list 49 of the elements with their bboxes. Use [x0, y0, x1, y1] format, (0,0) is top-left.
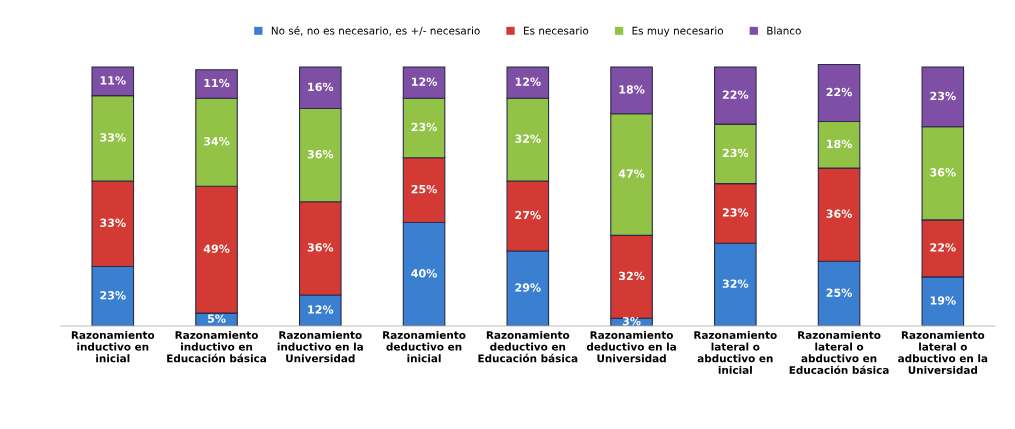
data-label: 11% — [100, 76, 126, 85]
x-tick-label: Razonamiento deductivo en inicial — [383, 330, 466, 363]
data-label: 18% — [827, 139, 853, 149]
data-label: 23% — [722, 148, 749, 158]
data-label: 12% — [412, 77, 437, 86]
legend-label: Es muy necesario — [632, 26, 724, 37]
data-label: 36% — [307, 243, 334, 252]
data-label: 22% — [826, 87, 853, 97]
data-label: 36% — [307, 149, 334, 159]
data-label: 23% — [722, 208, 749, 217]
data-label: 36% — [826, 209, 853, 218]
data-label: 11% — [204, 78, 230, 88]
x-tick-label: Razonamiento lateral o abductivo en inicial — [694, 330, 777, 374]
x-tick-label: Razonamiento inductivo en la Universidad — [277, 330, 363, 363]
data-label: 16% — [308, 82, 334, 92]
data-label: 18% — [619, 85, 645, 94]
x-tick-label: Razonamiento lateral o abductivo en Educación básica — [789, 330, 889, 374]
data-label: 23% — [100, 291, 126, 300]
data-label: 40% — [411, 269, 437, 278]
data-label: 25% — [411, 184, 437, 194]
data-label: 49% — [203, 244, 230, 253]
legend-label: Es necesario — [524, 26, 589, 35]
data-label: 23% — [930, 91, 956, 101]
data-label: 36% — [930, 168, 956, 177]
x-tick-label: Razonamiento inductivo en inicial — [71, 330, 155, 363]
data-label: 32% — [619, 271, 645, 281]
data-label: 33% — [100, 133, 126, 142]
data-label: 32% — [515, 134, 541, 143]
data-label: 5% — [207, 314, 226, 323]
data-label: 23% — [411, 122, 437, 132]
data-label: 47% — [618, 169, 645, 178]
x-tick-label: Razonamiento inductivo en Educación básica — [167, 330, 267, 363]
data-label: 22% — [722, 90, 749, 99]
data-label: 34% — [203, 137, 230, 146]
data-label: 12% — [515, 77, 541, 86]
data-label: 25% — [826, 288, 853, 297]
x-tick-label: Razonamiento lateral o adbuctivo en la Universidad — [898, 330, 988, 374]
data-label: 27% — [515, 210, 541, 220]
data-label: 3% — [622, 316, 641, 326]
data-label: 19% — [930, 296, 956, 305]
data-label: 33% — [100, 218, 126, 227]
data-label: 29% — [515, 283, 541, 292]
legend-label: Blanco — [767, 26, 801, 35]
x-tick-label: Razonamiento deductivo en Educación básica — [478, 330, 578, 363]
data-label: 32% — [722, 279, 749, 288]
x-tick-label: Razonamiento deductivo en la Universidad — [586, 330, 676, 363]
legend-label: No sé, no es necesario, es +/- necesario — [271, 26, 480, 36]
data-label: 22% — [930, 243, 956, 252]
data-label: 12% — [308, 305, 334, 314]
